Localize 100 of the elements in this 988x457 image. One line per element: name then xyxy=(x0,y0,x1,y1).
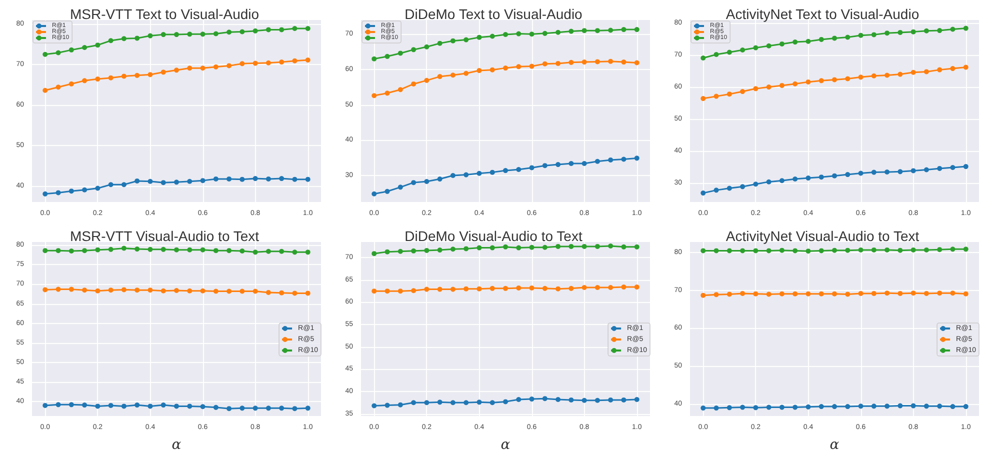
point xyxy=(516,285,522,290)
point xyxy=(148,33,153,38)
point xyxy=(464,400,469,406)
point xyxy=(187,247,192,252)
point xyxy=(766,179,772,184)
point xyxy=(845,248,850,253)
point xyxy=(95,247,100,252)
point xyxy=(305,26,310,31)
point xyxy=(779,41,784,46)
chart-title: MSR-VTT Text to Visual-Audio xyxy=(70,6,260,22)
point xyxy=(424,179,430,184)
point xyxy=(740,48,746,53)
point xyxy=(726,92,732,97)
point xyxy=(937,247,942,252)
point xyxy=(160,402,166,408)
point xyxy=(437,248,442,253)
point xyxy=(424,400,430,406)
point xyxy=(240,29,245,34)
point xyxy=(634,27,640,32)
point xyxy=(213,288,218,294)
point xyxy=(542,396,548,402)
point xyxy=(845,404,850,410)
point xyxy=(121,246,126,251)
point xyxy=(924,167,929,172)
point xyxy=(437,40,442,46)
point xyxy=(714,406,719,411)
point xyxy=(160,246,166,252)
point xyxy=(806,291,811,296)
point xyxy=(279,60,284,65)
point xyxy=(174,404,179,409)
point xyxy=(582,28,587,34)
point xyxy=(372,191,377,196)
point xyxy=(464,246,469,252)
point xyxy=(292,176,298,182)
point xyxy=(174,180,179,185)
point xyxy=(594,244,600,249)
point xyxy=(279,176,284,182)
point xyxy=(937,404,942,409)
point xyxy=(292,58,298,64)
point xyxy=(884,72,890,78)
point xyxy=(424,248,430,253)
point xyxy=(82,402,88,408)
point xyxy=(950,26,956,32)
point xyxy=(516,31,522,36)
point xyxy=(740,290,746,296)
point xyxy=(372,288,377,294)
point xyxy=(95,288,100,294)
point xyxy=(542,244,548,250)
point xyxy=(806,176,811,181)
point xyxy=(700,190,706,196)
point xyxy=(779,291,784,296)
point xyxy=(450,38,456,44)
point xyxy=(56,190,61,196)
point xyxy=(779,248,784,253)
point xyxy=(884,404,890,409)
chart-title: DiDeMo Text to Visual-Audio xyxy=(404,6,583,22)
point xyxy=(726,292,732,297)
point xyxy=(792,176,798,182)
point xyxy=(411,288,416,294)
point xyxy=(95,186,100,191)
point xyxy=(200,178,206,184)
point xyxy=(792,40,798,45)
point xyxy=(714,188,719,193)
point xyxy=(398,184,403,190)
point xyxy=(305,290,310,296)
point xyxy=(529,165,534,170)
point xyxy=(464,70,469,76)
point xyxy=(792,248,798,254)
point xyxy=(700,96,706,102)
point xyxy=(950,66,956,72)
point xyxy=(753,182,758,187)
point xyxy=(832,291,837,296)
point xyxy=(910,29,916,34)
point xyxy=(266,406,271,411)
point xyxy=(898,403,903,408)
point xyxy=(213,31,218,36)
point xyxy=(490,67,495,72)
point xyxy=(398,87,403,92)
point xyxy=(503,32,508,37)
point xyxy=(568,397,574,402)
point xyxy=(411,400,416,406)
point xyxy=(845,292,850,297)
point xyxy=(871,170,876,175)
point xyxy=(398,50,403,56)
point xyxy=(871,247,876,252)
point xyxy=(476,170,482,176)
point xyxy=(68,188,74,194)
point xyxy=(56,84,61,90)
point xyxy=(266,60,271,66)
point xyxy=(372,93,377,98)
point xyxy=(174,68,179,73)
point xyxy=(42,287,48,292)
point xyxy=(174,288,179,293)
point xyxy=(726,186,732,191)
point xyxy=(542,61,548,66)
point xyxy=(292,250,298,255)
point xyxy=(963,64,968,70)
point xyxy=(437,400,442,405)
point xyxy=(252,60,258,66)
point xyxy=(108,38,114,44)
